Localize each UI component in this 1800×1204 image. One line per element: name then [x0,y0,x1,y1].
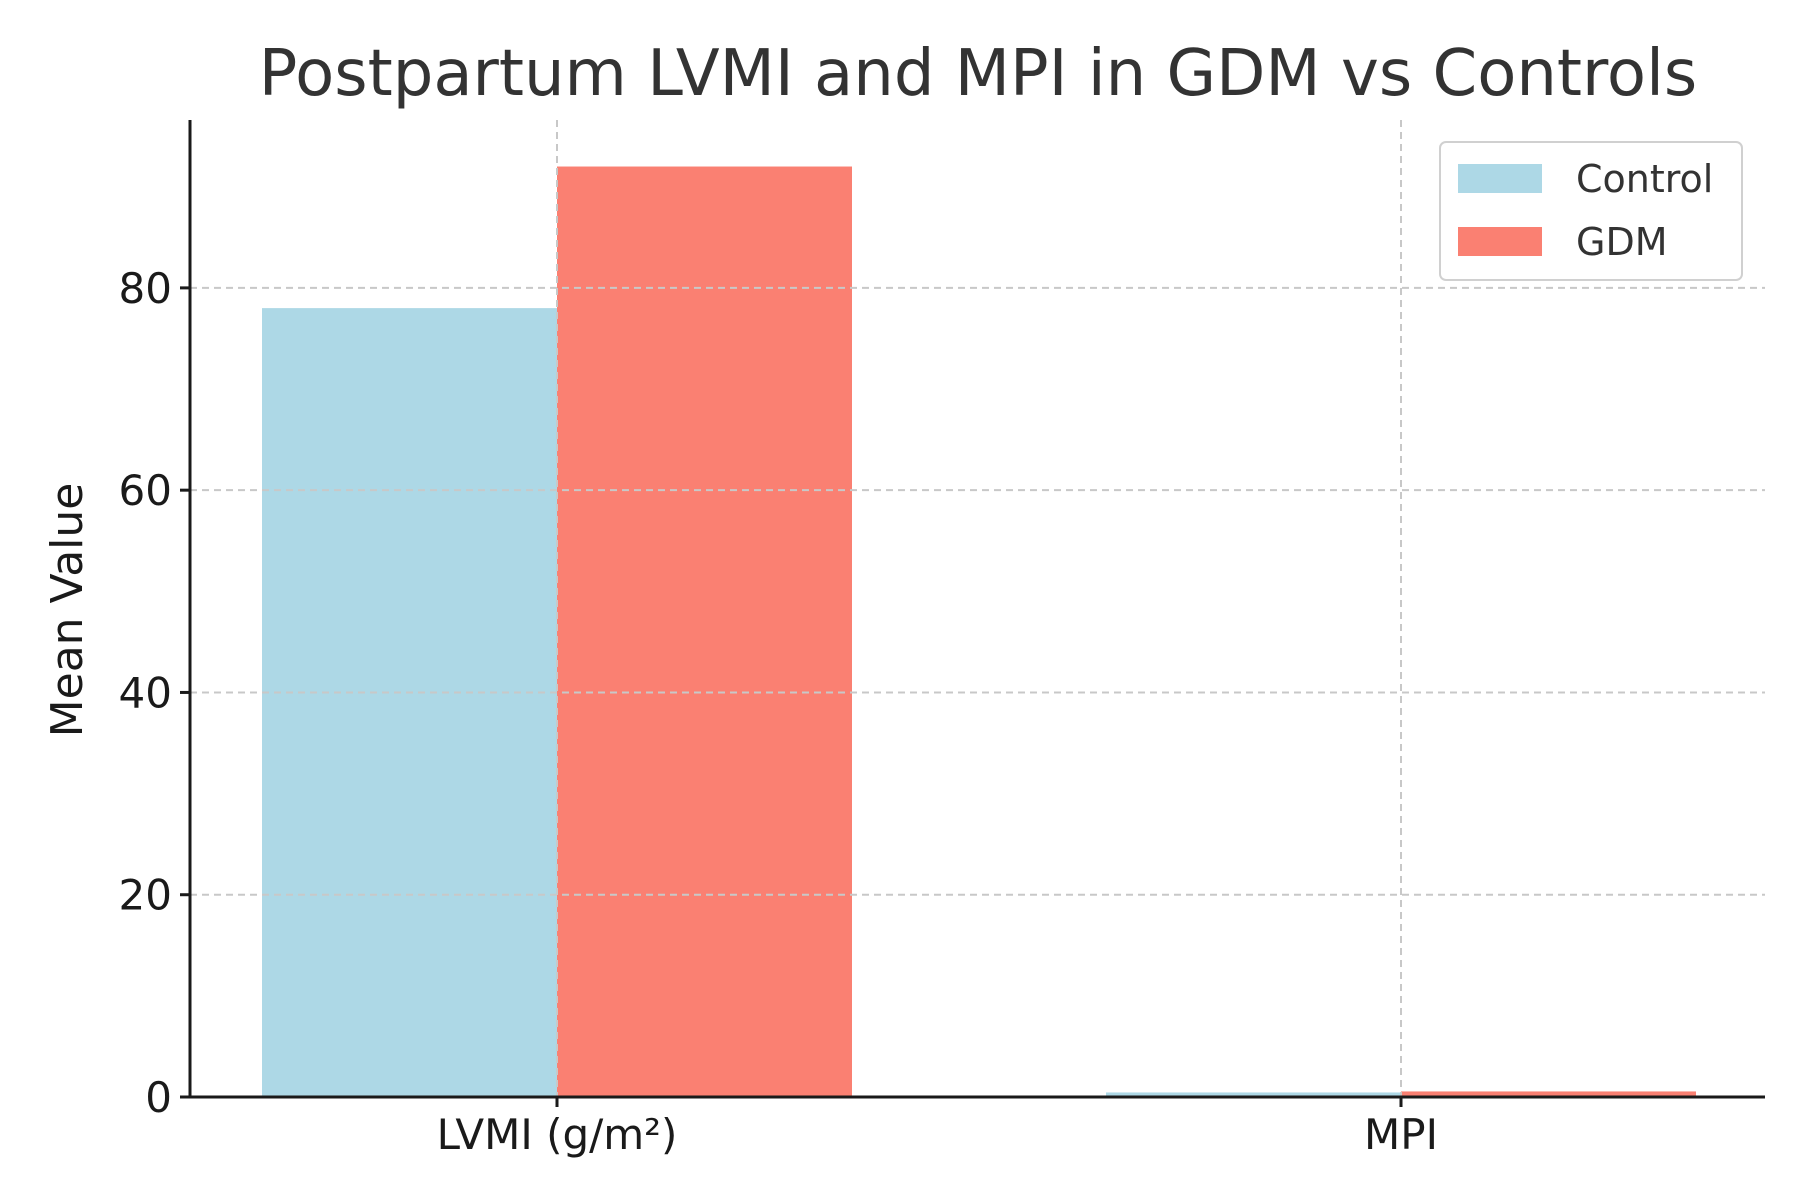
bar-control-2 [1106,1092,1401,1097]
y-tick-label: 60 [119,466,172,515]
y-tick-label: 40 [119,668,172,717]
ticks-layer: 0 20 40 60 80 LVMI (g/m²) MPI [119,264,1438,1159]
x-tick-label: MPI [1364,1110,1438,1159]
axes-layer [188,120,1765,1099]
legend-label-gdm: GDM [1576,220,1668,264]
legend: Control GDM [1439,141,1743,281]
legend-swatch-control [1458,164,1542,193]
y-axis-label: Mean Value [42,483,93,738]
legend-label-control: Control [1576,157,1713,201]
bar-control-1 [262,308,557,1097]
legend-swatch-gdm [1458,227,1542,256]
chart-title: Postpartum LVMI and MPI in GDM vs Contro… [259,37,1697,111]
bars-layer [262,166,1696,1097]
bar-gdm-1 [557,166,852,1097]
bar-gdm-2 [1401,1091,1696,1097]
y-tick-label: 0 [145,1073,172,1122]
y-tick-label: 80 [119,264,172,313]
x-tick-label: LVMI (g/m²) [437,1110,678,1159]
y-tick-label: 20 [119,871,172,920]
